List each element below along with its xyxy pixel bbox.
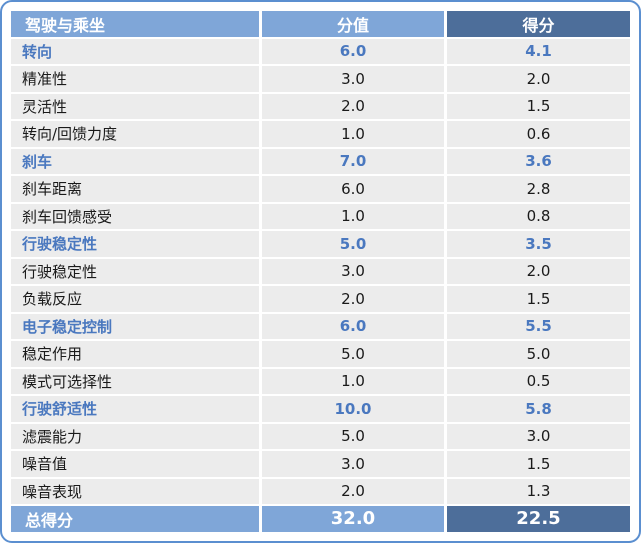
row-points: 5.0 [262,423,444,449]
score-table: 驾驶与乘坐 分值 得分 转向 6.0 4.1 精准性 3.0 2.0 灵活性 2.0 1.5 转向… [11,11,630,532]
row-score: 2.0 [447,66,630,92]
row-points: 6.0 [262,176,444,202]
row-score: 5.0 [447,341,630,367]
row-label: 刹车回馈感受 [11,203,259,229]
row-label: 噪音值 [11,451,259,477]
row-points: 3.0 [262,258,444,284]
row-score: 3.5 [447,231,630,257]
row-label: 行驶稳定性 [11,258,259,284]
row-label: 精准性 [11,66,259,92]
row-score: 1.5 [447,93,630,119]
row-score: 1.5 [447,451,630,477]
row-points: 1.0 [262,203,444,229]
row-label: 噪音表现 [11,478,259,504]
header-category: 驾驶与乘坐 [11,11,259,37]
row-label: 模式可选择性 [11,368,259,394]
total-points: 32.0 [262,506,444,532]
row-points: 2.0 [262,286,444,312]
row-score: 0.8 [447,203,630,229]
row-score: 5.5 [447,313,630,339]
row-points: 3.0 [262,451,444,477]
row-points: 7.0 [262,148,444,174]
row-points: 1.0 [262,121,444,147]
row-score: 1.5 [447,286,630,312]
total-label: 总得分 [11,506,259,532]
row-label: 刹车距离 [11,176,259,202]
row-label: 转向/回馈力度 [11,121,259,147]
row-score: 5.8 [447,396,630,422]
header-score: 得分 [447,11,630,37]
row-label: 灵活性 [11,93,259,119]
row-points: 10.0 [262,396,444,422]
header-points: 分值 [262,11,444,37]
row-score: 3.0 [447,423,630,449]
row-score: 2.8 [447,176,630,202]
row-points: 5.0 [262,341,444,367]
row-points: 6.0 [262,38,444,64]
row-label: 负载反应 [11,286,259,312]
row-points: 1.0 [262,368,444,394]
row-score: 0.5 [447,368,630,394]
row-score: 2.0 [447,258,630,284]
row-label: 行驶稳定性 [11,231,259,257]
row-score: 4.1 [447,38,630,64]
row-label: 行驶舒适性 [11,396,259,422]
row-points: 5.0 [262,231,444,257]
row-points: 6.0 [262,313,444,339]
row-label: 刹车 [11,148,259,174]
row-points: 2.0 [262,478,444,504]
row-points: 2.0 [262,93,444,119]
row-label: 转向 [11,38,259,64]
row-label: 滤震能力 [11,423,259,449]
row-score: 0.6 [447,121,630,147]
row-points: 3.0 [262,66,444,92]
row-label: 电子稳定控制 [11,313,259,339]
row-label: 稳定作用 [11,341,259,367]
row-score: 3.6 [447,148,630,174]
row-score: 1.3 [447,478,630,504]
total-score: 22.5 [447,506,630,532]
